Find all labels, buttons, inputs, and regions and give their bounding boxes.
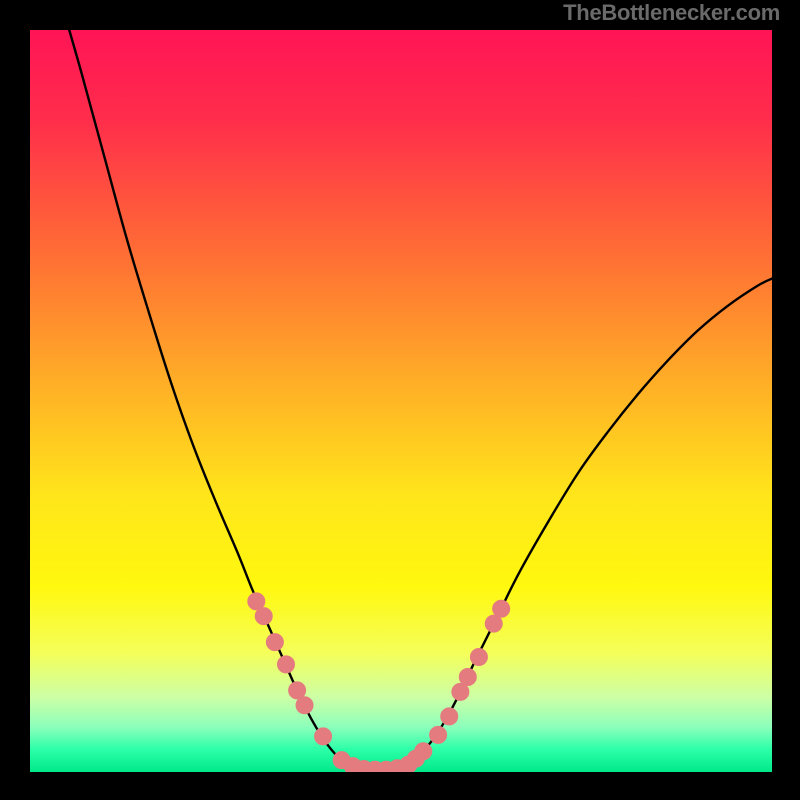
data-marker [315,728,332,745]
data-marker [441,708,458,725]
plot-background [30,30,772,772]
data-marker [289,682,306,699]
data-marker [430,726,447,743]
data-marker [266,634,283,651]
bottleneck-chart [0,0,800,800]
data-marker [277,656,294,673]
data-marker [296,697,313,714]
data-marker [248,593,265,610]
data-marker [255,608,272,625]
data-marker [459,669,476,686]
data-marker [485,615,502,632]
data-marker [493,600,510,617]
data-marker [470,648,487,665]
data-marker [452,683,469,700]
data-marker [415,743,432,760]
